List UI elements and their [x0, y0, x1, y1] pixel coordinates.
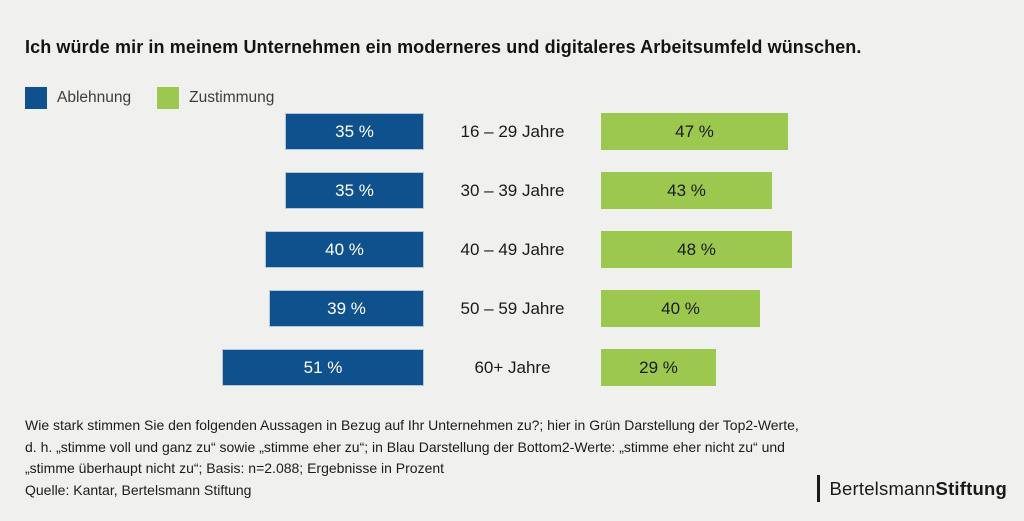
ablehnung-bar: 39 %	[269, 290, 424, 327]
zustimmung-color-swatch	[157, 87, 180, 109]
ablehnung-bar: 35 %	[285, 113, 424, 150]
chart-rows: 35 % 16 – 29 Jahre 47 % 35 % 30 – 39 Jahre 43…	[0, 113, 1024, 408]
zustimmung-bar: 29 %	[601, 349, 716, 386]
logo-text-bold: Stiftung	[935, 477, 1007, 499]
bar-value-label: 29 %	[639, 357, 678, 377]
chart-row: 39 % 50 – 59 Jahre 40 %	[0, 290, 1024, 327]
age-group-label: 30 – 39 Jahre	[460, 180, 565, 200]
logo-text: BertelsmannStiftung	[829, 478, 1007, 500]
legend-label: Ablehnung	[57, 89, 132, 106]
bar-value-label: 35 %	[335, 180, 374, 200]
age-group-label: 16 – 29 Jahre	[460, 121, 565, 141]
bar-value-label: 47 %	[675, 121, 714, 141]
age-group-label: 50 – 59 Jahre	[460, 298, 565, 318]
zustimmung-bar: 40 %	[601, 290, 760, 327]
legend-item-ablehnung: Ablehnung	[25, 87, 131, 109]
zustimmung-bar: 47 %	[601, 113, 788, 150]
logo-bar-icon	[817, 475, 821, 502]
bar-value-label: 40 %	[325, 239, 364, 259]
ablehnung-bar: 51 %	[222, 349, 424, 386]
source-line: Quelle: Kantar, Bertelsmann Stiftung	[25, 481, 252, 498]
age-group-label: 40 – 49 Jahre	[460, 239, 565, 259]
chart-row: 35 % 30 – 39 Jahre 43 %	[0, 172, 1024, 209]
zustimmung-bar: 43 %	[601, 172, 772, 209]
bar-value-label: 48 %	[677, 239, 716, 259]
footnote-line: d. h. „stimme voll und ganz zu“ sowie „s…	[25, 438, 785, 455]
zustimmung-bar: 48 %	[601, 231, 792, 268]
legend: Ablehnung Zustimmung	[25, 87, 274, 109]
bar-value-label: 43 %	[667, 180, 706, 200]
bar-value-label: 35 %	[335, 121, 374, 141]
footnote: Wie stark stimmen Sie den folgenden Auss…	[25, 415, 799, 501]
footnote-line: „stimme überhaupt nicht zu“; Basis: n=2.…	[25, 460, 445, 476]
ablehnung-color-swatch	[25, 87, 47, 109]
bertelsmann-stiftung-logo: BertelsmannStiftung	[817, 475, 1007, 502]
legend-label: Zustimmung	[189, 89, 275, 106]
chart-title: Ich würde mir in meinem Unternehmen ein …	[25, 37, 862, 57]
chart-row: 51 % 60+ Jahre 29 %	[0, 349, 1024, 386]
ablehnung-bar: 35 %	[285, 172, 424, 209]
bar-value-label: 51 %	[303, 357, 343, 377]
age-group-label: 60+ Jahre	[474, 357, 551, 377]
chart-row: 40 % 40 – 49 Jahre 48 %	[0, 231, 1024, 268]
logo-text-regular: Bertelsmann	[829, 477, 936, 499]
footnote-line: Wie stark stimmen Sie den folgenden Auss…	[25, 417, 799, 433]
chart-row: 35 % 16 – 29 Jahre 47 %	[0, 113, 1024, 150]
ablehnung-bar: 40 %	[265, 231, 424, 268]
bar-value-label: 39 %	[327, 298, 366, 318]
bar-value-label: 40 %	[661, 298, 700, 318]
legend-item-zustimmung: Zustimmung	[157, 87, 274, 109]
